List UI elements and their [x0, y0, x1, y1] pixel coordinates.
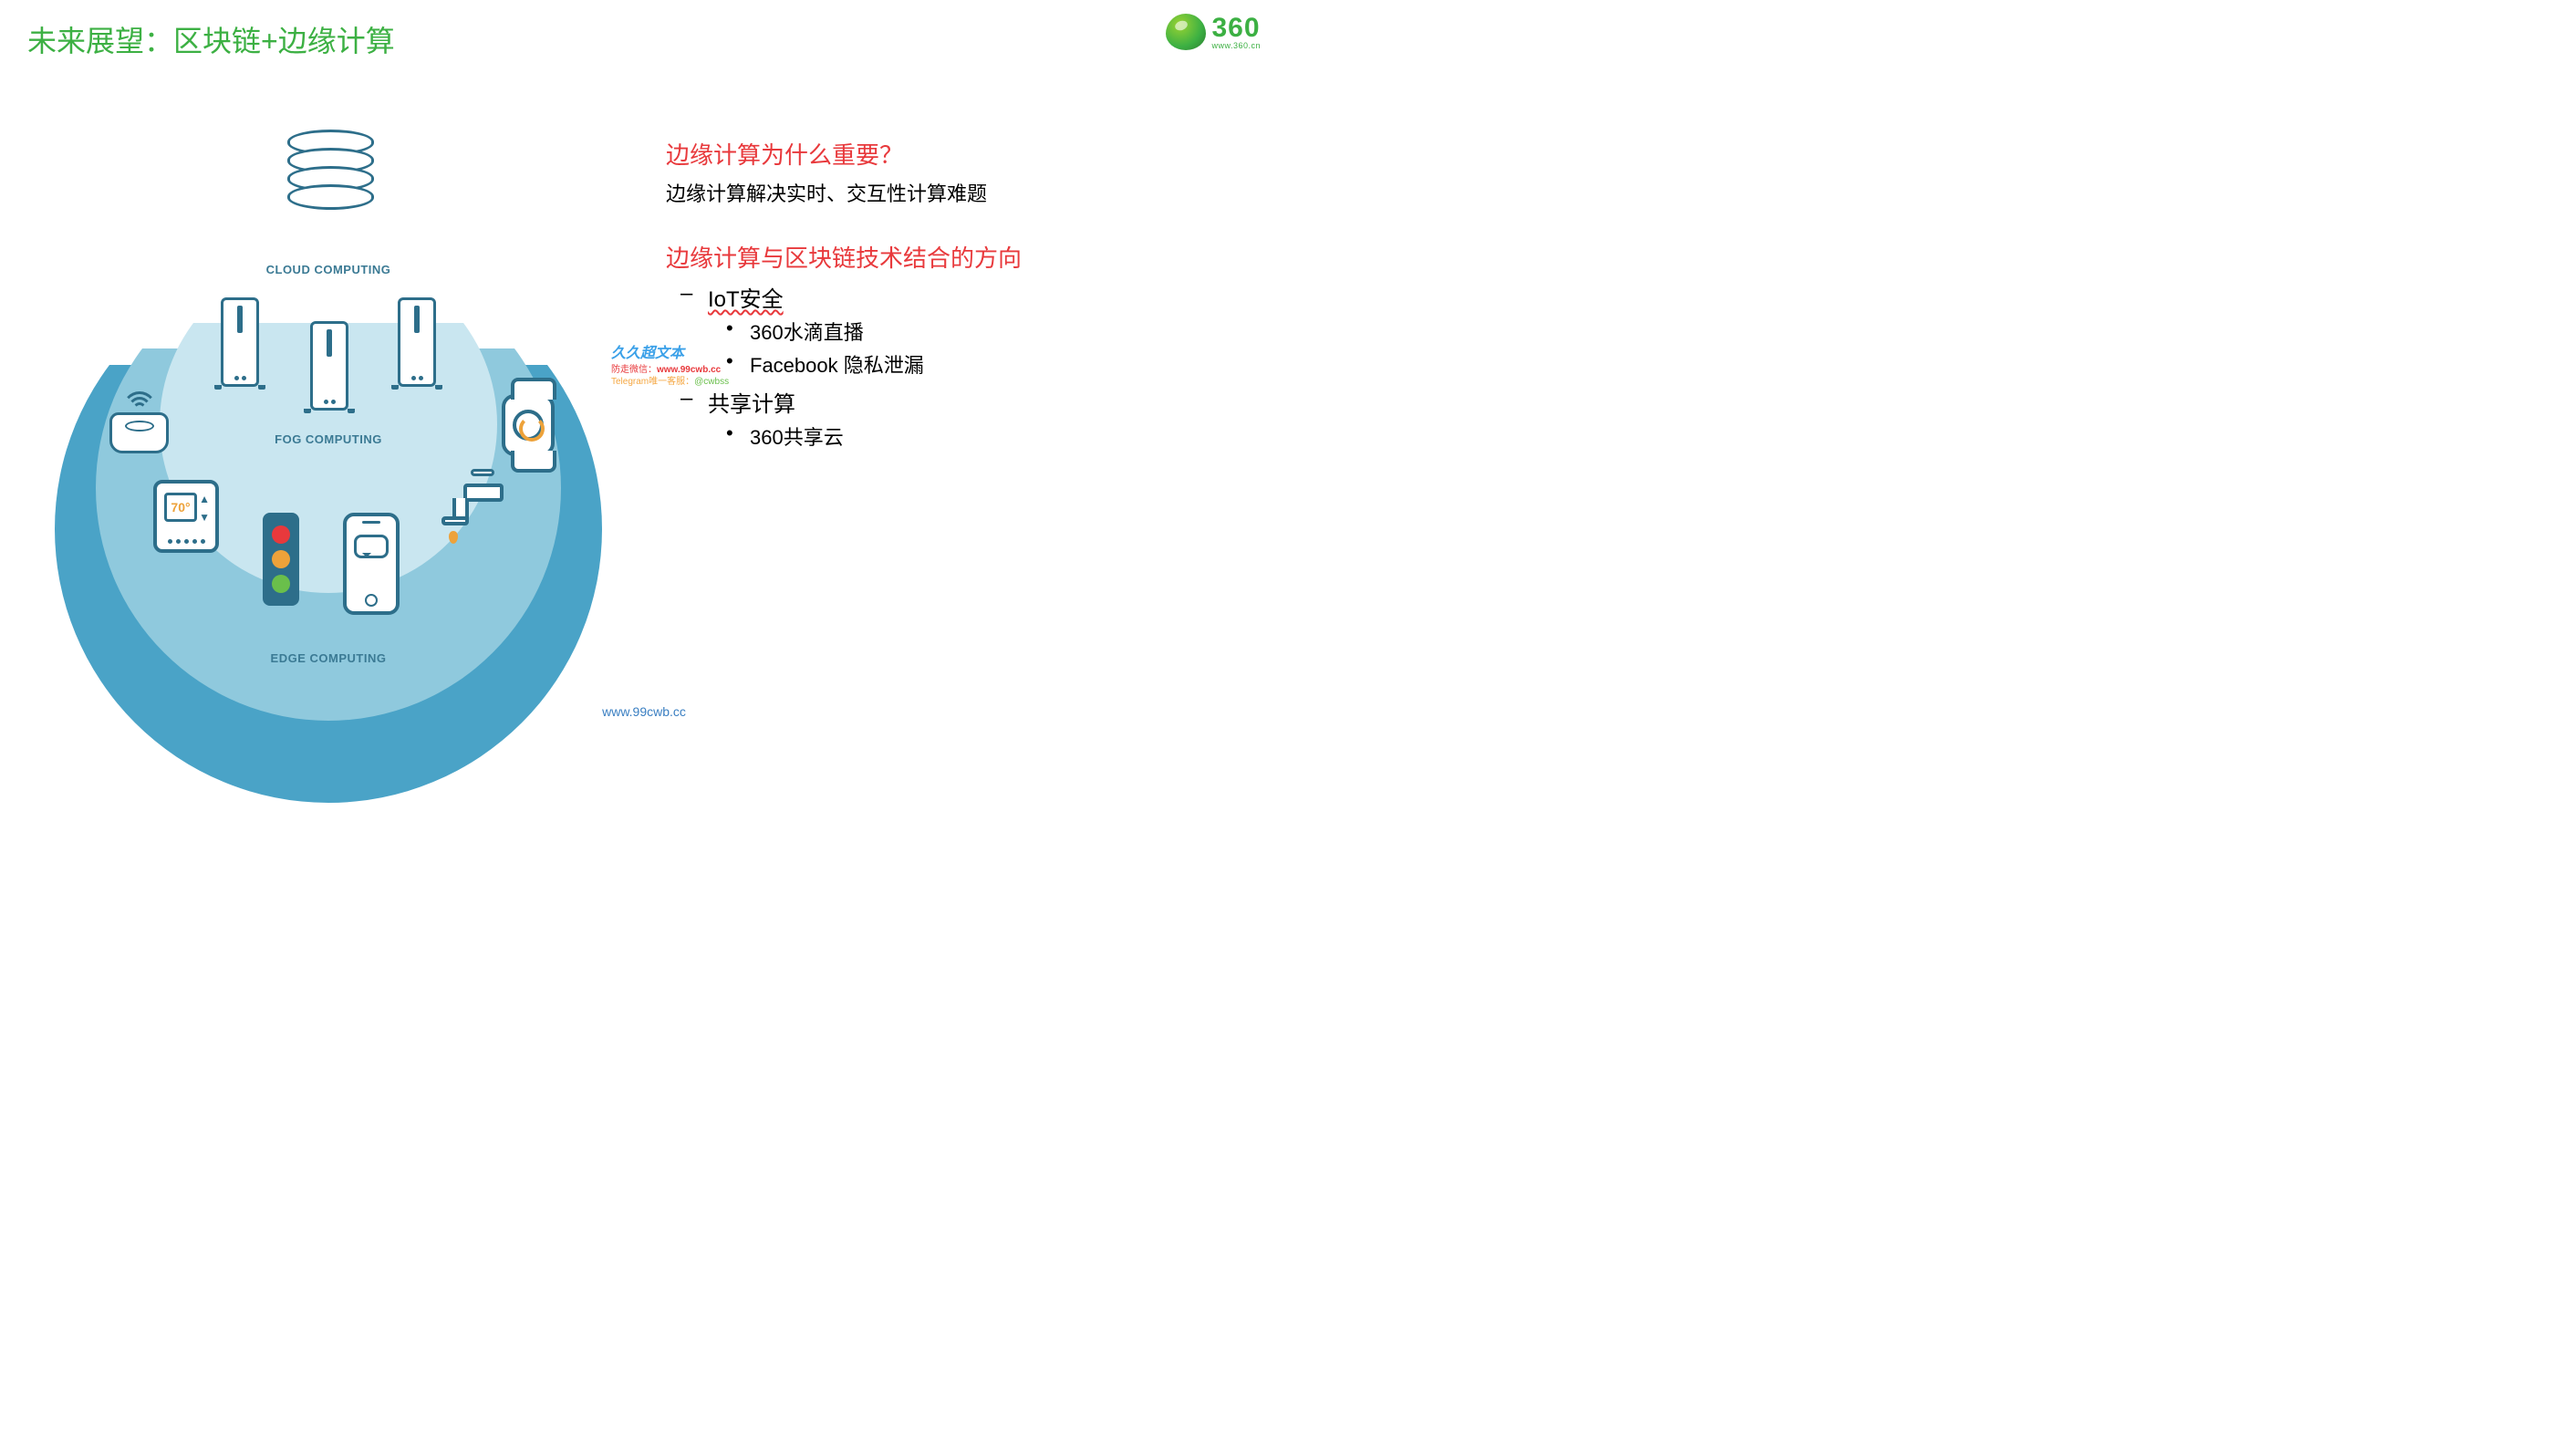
list-subitem: Facebook 隐私泄漏: [750, 349, 1233, 379]
edge-computing-diagram: CLOUD COMPUTING FOG COMPUTING 70° ▲▼: [55, 119, 602, 684]
edge-layer-label: EDGE COMPUTING: [55, 651, 602, 665]
smart-speaker-icon: [109, 412, 169, 453]
watermark-line3: Telegram唯一客服：@cwbss: [611, 376, 729, 388]
slide-title: 未来展望：区块链+边缘计算: [27, 18, 395, 60]
thermostat-value: 70°: [164, 493, 197, 522]
section1-heading: 边缘计算为什么重要？: [666, 137, 1233, 171]
server-icon: [221, 297, 259, 387]
cloud-layer-label: CLOUD COMPUTING: [55, 263, 602, 276]
list-subitem: 360水滴直播: [750, 317, 1233, 346]
watermark-line2: 防走微信：www.99cwb.cc: [611, 364, 729, 376]
traffic-light-icon: [263, 513, 299, 606]
iot-label: IoT安全: [708, 287, 784, 312]
share-label: 共享计算: [708, 392, 795, 417]
watermark: 久久超文本 防走微信：www.99cwb.cc Telegram唯一客服：@cw…: [611, 345, 729, 388]
section2-heading: 边缘计算与区块链技术结合的方向: [666, 240, 1233, 274]
section1-sub: 边缘计算解决实时、交互性计算难题: [666, 178, 1233, 207]
server-icon: [310, 321, 348, 411]
faucet-icon: [436, 484, 509, 547]
list-item: 共享计算 360共享云: [708, 386, 1233, 451]
list-subitem: 360共享云: [750, 421, 1233, 451]
thermostat-icon: 70° ▲▼: [153, 480, 219, 553]
watermark-line1: 久久超文本: [611, 345, 729, 364]
smartphone-icon: [343, 513, 400, 615]
logo-subtext: www.360.cn: [1211, 42, 1261, 50]
database-icon: [287, 137, 374, 210]
logo-360: 360 www.360.cn: [1166, 14, 1261, 50]
server-icon: [398, 297, 436, 387]
content-panel: 边缘计算为什么重要？ 边缘计算解决实时、交互性计算难题 边缘计算与区块链技术结合…: [666, 137, 1233, 458]
logo-badge-icon: [1166, 14, 1206, 50]
smartwatch-icon: [502, 394, 555, 456]
footer-url: www.99cwb.cc: [602, 704, 686, 719]
list-item: IoT安全 360水滴直播 Facebook 隐私泄漏: [708, 281, 1233, 379]
logo-text: 360: [1211, 15, 1261, 42]
